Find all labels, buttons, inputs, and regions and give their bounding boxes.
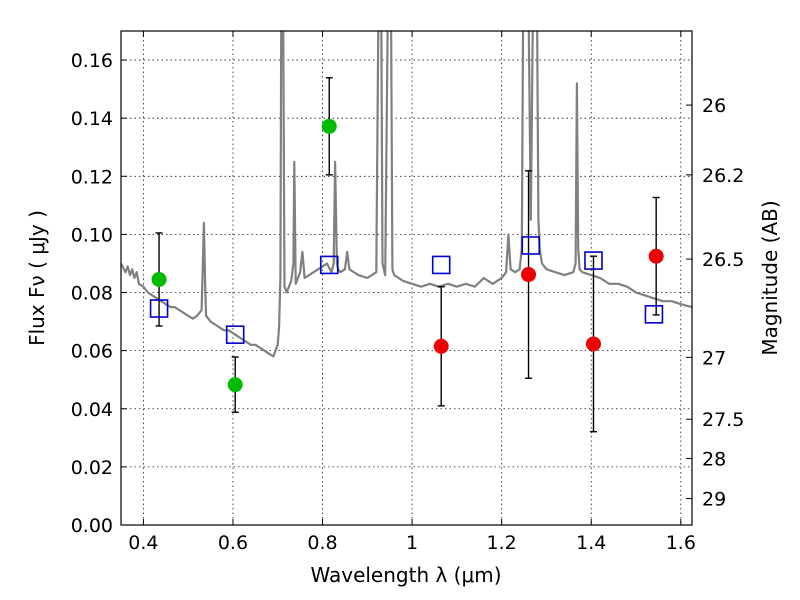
x-tick-label: 0.4: [128, 532, 158, 554]
plot-area: [121, 31, 692, 525]
model-point: [319, 255, 339, 275]
model-point: [149, 299, 169, 318]
model-point: [225, 325, 245, 344]
y-tick-label: 0.00: [71, 515, 113, 537]
model-point: [521, 236, 541, 255]
data-point: [648, 248, 664, 264]
data-point: [585, 336, 601, 352]
x-tick-label: 0.8: [307, 532, 337, 554]
y-tick-label: 0.02: [71, 457, 113, 479]
data-point: [521, 267, 537, 283]
y-tick-label: 0.12: [71, 166, 113, 188]
data-point: [227, 377, 243, 393]
right-tick-label: 28: [702, 448, 726, 470]
x-tick-label: 1: [406, 532, 418, 554]
data-point: [151, 271, 167, 287]
right-tick-label: 26: [702, 95, 726, 117]
spectrum-line: [121, 31, 692, 358]
y-axis-label: Flux Fν ( μJy ): [25, 210, 49, 346]
y-tick-label: 0.06: [71, 341, 113, 363]
axis-ticks: 0.4 0.6 0.8 1 1.2 1.4 1.6 0.00 0.02 0.04 0.06 0.08 0…: [71, 31, 744, 554]
right-tick-label: 29: [702, 489, 726, 511]
right-tick-label: 26.2: [702, 165, 744, 187]
model-point: [431, 255, 451, 275]
y-tick-label: 0.08: [71, 283, 113, 305]
model-point: [584, 251, 603, 270]
y-tick-label: 0.16: [71, 50, 113, 72]
right-tick-label: 27: [702, 347, 726, 369]
x-tick-label: 1.6: [666, 532, 696, 554]
x-tick-label: 0.6: [218, 532, 248, 554]
right-tick-label: 27.5: [702, 409, 744, 431]
y-tick-label: 0.14: [71, 108, 113, 130]
x-tick-label: 1.4: [576, 532, 606, 554]
spectrum: [121, 31, 692, 358]
right-tick-label: 26.5: [702, 249, 744, 271]
right-axis-label: Magnitude (AB): [758, 200, 782, 355]
y-tick-label: 0.04: [71, 399, 113, 421]
model-point: [644, 305, 664, 324]
data-point: [321, 118, 337, 134]
x-axis-label: Wavelength λ (μm): [310, 563, 501, 587]
y-tick-label: 0.10: [71, 224, 113, 246]
data-point: [433, 338, 449, 354]
grid: [121, 31, 692, 525]
data-points: [149, 77, 664, 433]
x-tick-label: 1.2: [487, 532, 517, 554]
plot-frame: [120, 30, 693, 526]
